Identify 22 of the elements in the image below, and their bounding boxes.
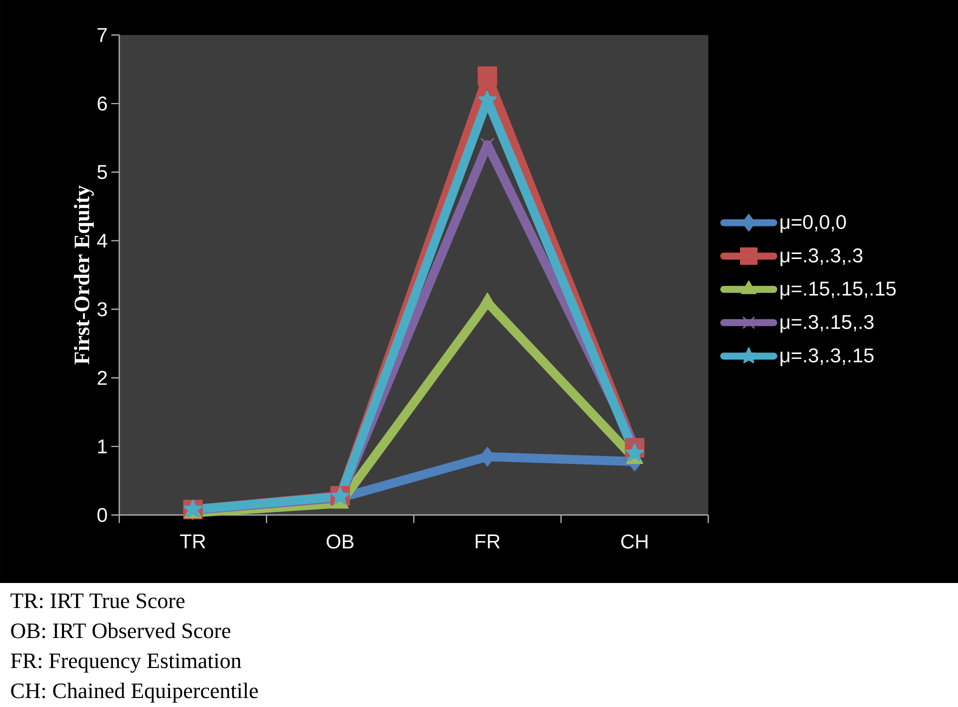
legend-label: μ=.3,.3,.15 — [780, 348, 874, 366]
y-tick-label: 6 — [98, 96, 107, 111]
legend-label: μ=.15,.15,.15 — [780, 282, 896, 300]
text: TR: IRT True Score — [10, 593, 184, 608]
text: CH: Chained Equipercentile — [11, 682, 258, 703]
text: FR: Frequency Estimation — [10, 653, 242, 673]
y-tick-label: 0 — [97, 508, 107, 522]
y-tick-label: 1 — [98, 440, 107, 454]
x-tick-label: OB — [326, 534, 354, 549]
legend-label: μ=.3,.15,.3 — [780, 314, 874, 333]
legend-label: μ=0,0,0 — [780, 215, 846, 233]
x-tick-label: TR — [180, 534, 206, 548]
y-tick-label: 4 — [97, 234, 108, 248]
y-tick-label: 5 — [97, 165, 107, 180]
x-tick-label: FR — [476, 534, 500, 548]
y-tick-label: 2 — [98, 370, 107, 385]
y-axis-title: First-Order Equity — [74, 185, 94, 364]
text: OB: IRT Observed Score — [11, 622, 230, 638]
legend-label: μ=.3,.3,.3 — [780, 248, 862, 266]
x-tick-label: CH — [621, 534, 648, 549]
y-tick-label: 3 — [97, 302, 107, 316]
y-tick-label: 7 — [98, 28, 107, 42]
